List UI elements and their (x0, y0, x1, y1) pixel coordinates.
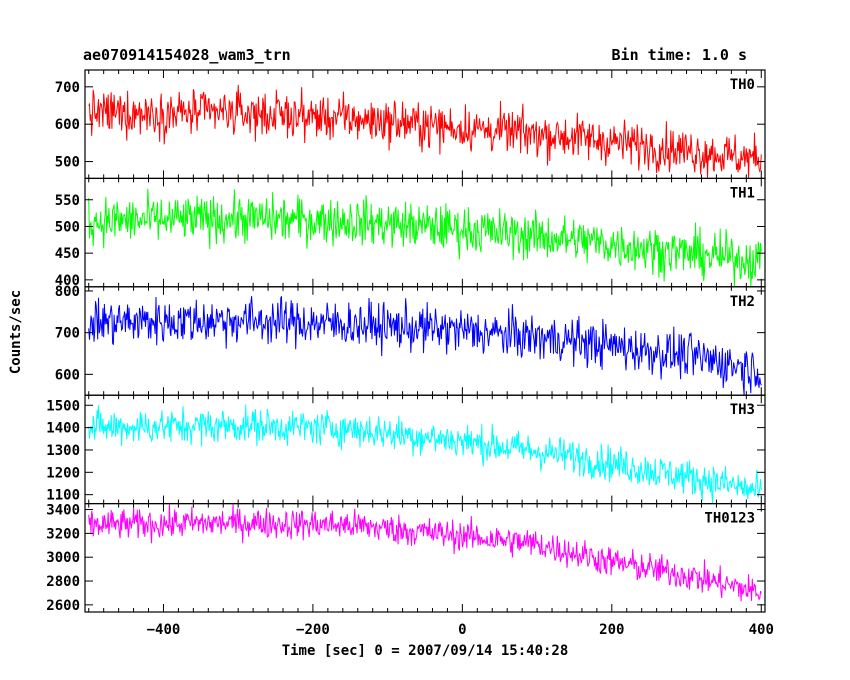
series-line-th3 (88, 404, 762, 504)
y-tick-label: 3000 (46, 550, 80, 566)
y-tick-label: 800 (55, 284, 80, 300)
y-tick-label: 600 (55, 367, 80, 383)
y-tick-label: 550 (55, 193, 80, 209)
x-tick-labels: −400 −200 0 200 400 (147, 622, 774, 638)
panel-th2: 600 700 800 TH2 (55, 284, 766, 396)
y-axis-label: Counts/sec (8, 290, 24, 374)
y-tick-label: 1500 (46, 398, 80, 414)
series-line-th1 (88, 188, 762, 287)
bin-time-label: Bin time: 1.0 s (612, 46, 747, 64)
series-line-th0 (88, 84, 762, 179)
x-tick-label: 400 (749, 622, 774, 638)
panel-th3: 1100 1200 1300 1400 1500 TH3 (46, 394, 766, 505)
y-tick-label: 450 (55, 246, 80, 262)
panels-group: 500 600 700 TH0 400 450 500 550 TH1 600 700 800 TH2 1… (46, 69, 774, 638)
y-tick-label: 500 (55, 155, 80, 171)
panel-frame (84, 503, 766, 613)
panel-frame (84, 394, 766, 505)
panel-label: TH1 (730, 185, 755, 201)
panel-th0123: 2600 2800 3000 3200 3400 TH0123 (46, 503, 766, 614)
panel-frame (84, 286, 766, 396)
x-tick-label: 200 (599, 622, 624, 638)
y-tick-label: 1100 (46, 488, 80, 504)
panel-label: TH0 (730, 77, 755, 93)
x-axis-label: Time [sec] 0 = 2007/09/14 15:40:28 (282, 643, 569, 659)
y-tick-label: 2800 (46, 574, 80, 590)
x-tick-label: −400 (147, 622, 181, 638)
y-tick-label: 400 (55, 273, 80, 289)
panel-th0: 500 600 700 TH0 (55, 69, 766, 180)
panel-label: TH0123 (704, 511, 755, 527)
panel-label: TH2 (730, 294, 755, 310)
y-tick-label: 700 (55, 80, 80, 96)
y-tick-label: 2600 (46, 598, 80, 614)
panel-label: TH3 (730, 402, 755, 418)
y-tick-label: 500 (55, 219, 80, 235)
x-tick-label: −200 (296, 622, 330, 638)
y-tick-label: 3200 (46, 526, 80, 542)
panel-frame (84, 177, 766, 288)
y-tick-label: 700 (55, 326, 80, 342)
panel-th1: 400 450 500 550 TH1 (55, 177, 766, 289)
series-line-th0123 (88, 503, 762, 602)
y-tick-label: 1300 (46, 443, 80, 459)
x-tick-label: 0 (458, 622, 466, 638)
series-line-th2 (88, 296, 762, 396)
y-tick-label: 1400 (46, 421, 80, 437)
chart-title: ae070914154028_wam3_trn (83, 46, 291, 64)
y-tick-label: 1200 (46, 465, 80, 481)
y-tick-label: 3400 (46, 503, 80, 519)
y-tick-label: 600 (55, 117, 80, 133)
